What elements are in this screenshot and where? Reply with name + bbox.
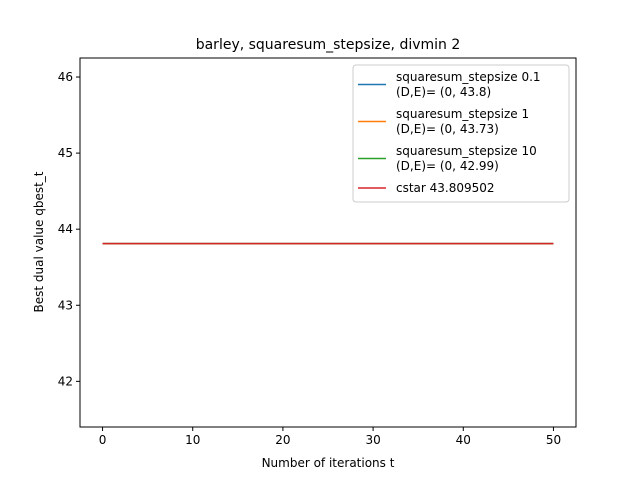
legend-frame	[352, 64, 570, 203]
legend-label-3: squaresum_stepsize 10 (D,E)= (0, 42.99)	[396, 144, 537, 173]
x-tick-label: 10	[185, 433, 200, 447]
x-tick-label: 40	[456, 433, 471, 447]
x-axis: 0 10 20 30 40 50	[99, 427, 561, 447]
x-tick-label: 50	[546, 433, 561, 447]
y-tick-label: 43	[58, 298, 73, 312]
y-axis-label: Best dual value qbest_t	[32, 171, 46, 312]
legend-label-4: cstar 43.809502	[396, 181, 495, 195]
y-tick-label: 44	[58, 222, 73, 236]
legend: squaresum_stepsize 0.1 (D,E)= (0, 43.8) sq…	[352, 64, 570, 203]
y-tick-label: 46	[58, 70, 73, 84]
x-tick-label: 20	[275, 433, 290, 447]
y-tick-label: 42	[58, 374, 73, 388]
y-tick-label: 45	[58, 146, 73, 160]
x-tick-label: 30	[365, 433, 380, 447]
legend-label-1: squaresum_stepsize 0.1 (D,E)= (0, 43.8)	[396, 70, 541, 99]
legend-label-2: squaresum_stepsize 1 (D,E)= (0, 43.73)	[396, 107, 529, 136]
chart-title: barley, squaresum_stepsize, divmin 2	[196, 37, 461, 53]
x-tick-label: 0	[99, 433, 107, 447]
plot-frame	[79, 57, 577, 428]
y-axis: 42 43 44 45 46	[58, 70, 80, 388]
x-axis-label: Number of iterations t	[262, 456, 395, 470]
